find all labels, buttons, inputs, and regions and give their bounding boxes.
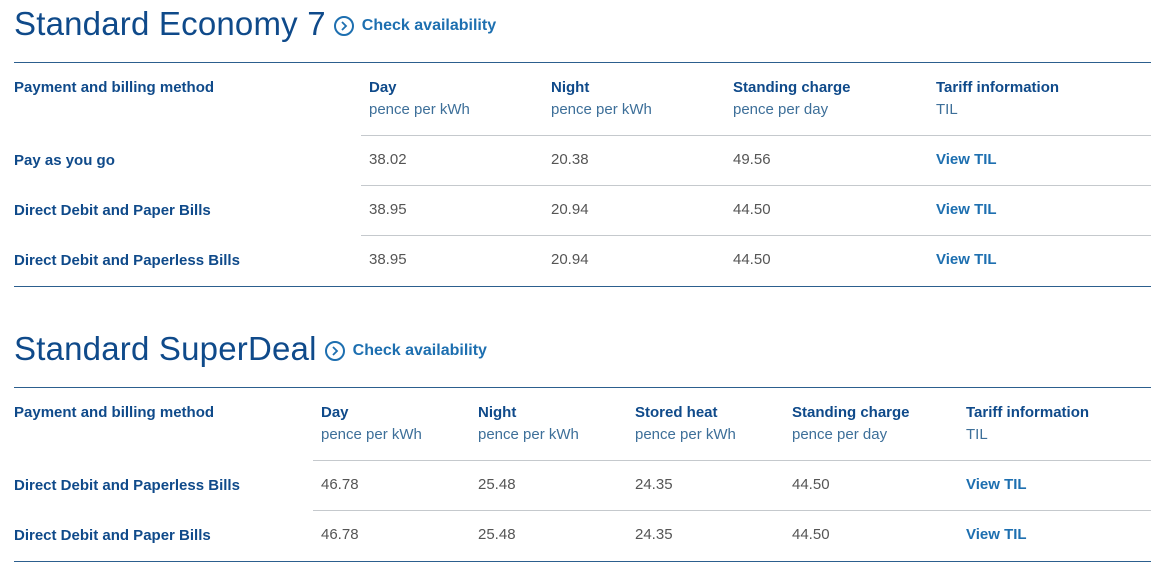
row-day: 38.02 xyxy=(361,135,543,186)
header-night-unit: pence per kWh xyxy=(478,426,579,443)
header-day-unit: pence per kWh xyxy=(321,426,422,443)
tariff-title: Standard SuperDeal xyxy=(14,330,317,367)
row-night: 25.48 xyxy=(470,460,627,511)
chevron-right-circle-icon xyxy=(324,341,345,361)
view-til-link[interactable]: View TIL xyxy=(966,476,1027,493)
view-til-link[interactable]: View TIL xyxy=(936,201,997,218)
header-tariff-unit: TIL xyxy=(966,426,988,443)
header-tariff: Tariff information TIL xyxy=(936,63,1151,136)
header-night-unit: pence per kWh xyxy=(551,101,652,118)
header-night: Night pence per kWh xyxy=(543,63,725,136)
row-method: Direct Debit and Paperless Bills xyxy=(14,476,240,494)
tariff-table: Payment and billing method Day pence per … xyxy=(14,63,1151,286)
row-day: 38.95 xyxy=(361,235,543,286)
table-row: Direct Debit and Paper Bills 38.95 20.94… xyxy=(14,185,1151,236)
row-standing: 44.50 xyxy=(725,235,936,286)
table-row: Direct Debit and Paperless Bills 46.78 2… xyxy=(14,460,1151,511)
check-availability-label: Check availability xyxy=(352,342,487,359)
row-night: 20.94 xyxy=(543,185,725,236)
row-method: Direct Debit and Paperless Bills xyxy=(14,251,240,269)
tariff-title-row: Standard Economy 7 Check availability xyxy=(14,0,1151,60)
header-day: Day pence per kWh xyxy=(361,63,543,136)
header-method: Payment and billing method xyxy=(14,79,215,96)
row-day: 38.95 xyxy=(361,185,543,236)
header-standing: Standing charge pence per day xyxy=(784,388,966,461)
check-availability-link[interactable]: Check availability xyxy=(324,341,487,361)
bottom-rule xyxy=(14,285,1151,287)
header-method: Payment and billing method xyxy=(14,404,215,421)
header-standing-unit: pence per day xyxy=(792,426,888,443)
row-standing: 49.56 xyxy=(725,135,936,186)
table-row: Direct Debit and Paperless Bills 38.95 2… xyxy=(14,235,1151,286)
tariff-section-economy7: Standard Economy 7 Check availability Pa… xyxy=(14,0,1151,287)
chevron-right-circle-icon xyxy=(333,16,354,36)
header-standing: Standing charge pence per day xyxy=(725,63,936,136)
check-availability-label: Check availability xyxy=(361,17,497,34)
header-night: Night pence per kWh xyxy=(470,388,627,461)
row-night: 20.38 xyxy=(543,135,725,186)
view-til-link[interactable]: View TIL xyxy=(966,526,1027,543)
check-availability-link[interactable]: Check availability xyxy=(333,16,497,36)
header-tariff-unit: TIL xyxy=(936,101,958,118)
row-night: 20.94 xyxy=(543,235,725,286)
table-row: Pay as you go 38.02 20.38 49.56 View TIL xyxy=(14,135,1151,186)
row-standing: 44.50 xyxy=(784,510,966,561)
top-rule xyxy=(14,62,1151,63)
tariff-title: Standard Economy 7 xyxy=(14,5,326,42)
top-rule xyxy=(14,387,1151,388)
tariff-title-row: Standard SuperDeal Check availability xyxy=(14,325,1151,385)
tariff-section-superdeal: Standard SuperDeal Check availability Pa… xyxy=(14,325,1151,562)
row-standing: 44.50 xyxy=(784,460,966,511)
header-day-unit: pence per kWh xyxy=(369,101,470,118)
header-tariff: Tariff information TIL xyxy=(966,388,1151,461)
row-stored: 24.35 xyxy=(627,510,784,561)
row-day: 46.78 xyxy=(313,510,470,561)
table-row: Direct Debit and Paper Bills 46.78 25.48… xyxy=(14,510,1151,561)
bottom-rule xyxy=(14,560,1151,562)
view-til-link[interactable]: View TIL xyxy=(936,251,997,268)
tariff-table: Payment and billing method Day pence per … xyxy=(14,388,1151,561)
row-stored: 24.35 xyxy=(627,460,784,511)
row-standing: 44.50 xyxy=(725,185,936,236)
view-til-link[interactable]: View TIL xyxy=(936,151,997,168)
header-stored: Stored heat pence per kWh xyxy=(627,388,784,461)
row-method: Direct Debit and Paper Bills xyxy=(14,201,211,219)
header-standing-unit: pence per day xyxy=(733,101,829,118)
header-day: Day pence per kWh xyxy=(313,388,470,461)
row-method: Direct Debit and Paper Bills xyxy=(14,526,211,544)
header-stored-unit: pence per kWh xyxy=(635,426,736,443)
row-method: Pay as you go xyxy=(14,151,115,169)
row-night: 25.48 xyxy=(470,510,627,561)
row-day: 46.78 xyxy=(313,460,470,511)
